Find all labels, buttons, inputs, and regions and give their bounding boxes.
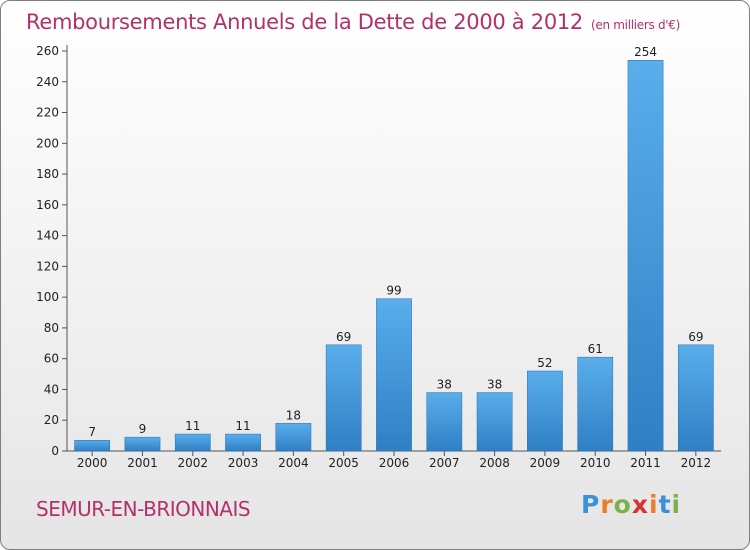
y-tick-label: 20 bbox=[44, 413, 59, 427]
y-tick-label: 260 bbox=[36, 44, 59, 58]
data-label: 38 bbox=[437, 378, 452, 392]
x-tick-label: 2006 bbox=[379, 456, 410, 470]
logo-letter: x bbox=[631, 490, 649, 519]
x-tick-label: 2008 bbox=[479, 456, 510, 470]
y-tick-label: 80 bbox=[44, 321, 59, 335]
y-tick-label: 60 bbox=[44, 352, 59, 366]
data-label: 69 bbox=[336, 330, 351, 344]
logo-letter: r bbox=[600, 490, 614, 519]
x-tick-label: 2010 bbox=[580, 456, 611, 470]
bar bbox=[677, 344, 714, 452]
y-tick-label: 40 bbox=[44, 382, 59, 396]
y-tick-label: 160 bbox=[36, 198, 59, 212]
chart-title: Remboursements Annuels de la Dette de 20… bbox=[26, 10, 680, 34]
bar bbox=[527, 370, 563, 452]
x-tick-label: 2009 bbox=[530, 456, 561, 470]
x-tick-label: 2001 bbox=[127, 456, 158, 470]
x-tick-label: 2005 bbox=[328, 456, 359, 470]
x-tick-label: 2011 bbox=[630, 456, 661, 470]
x-tick-label: 2007 bbox=[429, 456, 460, 470]
title-text: Remboursements Annuels de la Dette de 20… bbox=[26, 10, 583, 34]
y-tick-label: 140 bbox=[36, 229, 59, 243]
y-tick-label: 0 bbox=[51, 444, 59, 458]
x-tick-label: 2004 bbox=[278, 456, 309, 470]
data-label: 254 bbox=[634, 45, 657, 59]
x-tick-label: 2012 bbox=[681, 456, 712, 470]
data-label: 99 bbox=[386, 284, 401, 298]
bar bbox=[275, 423, 312, 452]
x-tick-label: 2003 bbox=[228, 456, 259, 470]
data-label: 11 bbox=[185, 419, 200, 433]
logo-letter: i bbox=[649, 490, 659, 519]
logo-letter: i bbox=[671, 490, 682, 519]
bar bbox=[627, 59, 664, 452]
data-label: 38 bbox=[487, 378, 502, 392]
bar bbox=[376, 298, 412, 452]
x-tick-label: 2002 bbox=[177, 456, 208, 470]
data-label: 18 bbox=[286, 408, 301, 422]
y-tick-label: 180 bbox=[36, 167, 59, 181]
data-label: 11 bbox=[235, 419, 250, 433]
bar bbox=[476, 392, 513, 452]
y-tick-label: 100 bbox=[36, 290, 59, 304]
commune-name: SEMUR-EN-BRIONNAIS bbox=[36, 497, 251, 521]
data-label: 9 bbox=[139, 422, 147, 436]
bar bbox=[74, 439, 111, 452]
bar bbox=[426, 392, 463, 452]
data-label: 69 bbox=[688, 330, 703, 344]
title-unit: (en milliers d'€) bbox=[591, 18, 681, 32]
bar bbox=[225, 433, 261, 452]
data-label: 52 bbox=[537, 356, 552, 370]
y-tick-label: 220 bbox=[36, 106, 59, 120]
logo-letter: P bbox=[581, 490, 601, 519]
bar bbox=[325, 344, 362, 452]
bar bbox=[577, 356, 614, 452]
data-label: 7 bbox=[88, 425, 96, 439]
data-label: 61 bbox=[588, 342, 603, 356]
bar bbox=[174, 433, 211, 452]
y-tick-label: 120 bbox=[36, 259, 59, 273]
y-tick-label: 240 bbox=[36, 75, 59, 89]
bar bbox=[124, 436, 161, 452]
proxiti-logo: Proxiti bbox=[581, 490, 681, 519]
logo-letter: o bbox=[613, 490, 632, 519]
x-tick-label: 2000 bbox=[77, 456, 108, 470]
logo-letter: t bbox=[658, 490, 672, 519]
y-tick-label: 200 bbox=[36, 136, 59, 150]
